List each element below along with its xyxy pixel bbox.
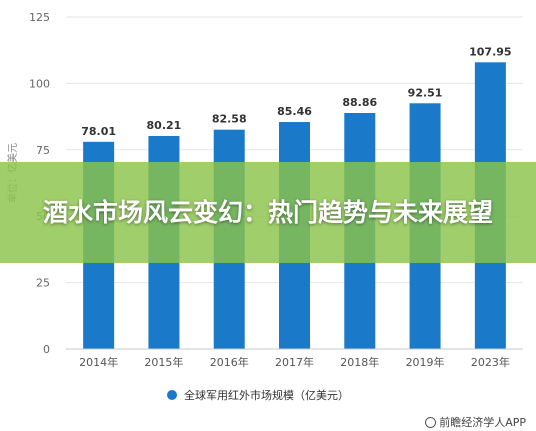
x-tick-label: 2014年: [79, 355, 118, 369]
y-tick-label: 125: [29, 11, 50, 24]
source-credit-text: 前瞻经济学人APP: [439, 416, 526, 429]
data-label: 78.01: [81, 125, 116, 138]
legend-label: 全球军用红外市场规模（亿美元）: [184, 388, 349, 402]
data-label: 80.21: [147, 119, 182, 132]
x-tick-label: 2017年: [275, 355, 314, 369]
circle-logo-icon: [425, 416, 437, 428]
x-tick-label: 2015年: [144, 355, 183, 369]
data-label: 82.58: [212, 113, 247, 126]
legend: 全球军用红外市场规模（亿美元）: [167, 388, 349, 402]
x-tick-label: 2019年: [406, 355, 445, 369]
x-axis-ticks: 2014年 2015年 2016年 2017年 2018年 2019年 2023年: [79, 355, 510, 369]
data-label: 88.86: [342, 96, 377, 109]
legend-swatch: [167, 390, 177, 400]
data-label: 107.95: [469, 45, 511, 58]
data-label: 92.51: [408, 86, 443, 99]
x-tick-label: 2016年: [210, 355, 249, 369]
y-tick-label: 75: [36, 144, 50, 157]
banner-title: 酒水市场风云变幻：热门趋势与未来展望: [42, 197, 493, 227]
data-label: 85.46: [277, 105, 312, 118]
x-tick-label: 2023年: [471, 355, 510, 369]
title-banner: 酒水市场风云变幻：热门趋势与未来展望: [0, 162, 536, 263]
y-tick-label: 100: [29, 77, 50, 90]
data-labels: 78.01 80.21 82.58 85.46 88.86 92.51 107.95: [81, 45, 511, 138]
source-credit: 前瞻经济学人APP: [425, 414, 526, 430]
y-tick-label: 25: [36, 277, 50, 290]
y-tick-label: 0: [43, 343, 50, 356]
y-axis-ticks: 0255075100125: [29, 11, 50, 356]
x-tick-label: 2018年: [340, 355, 379, 369]
